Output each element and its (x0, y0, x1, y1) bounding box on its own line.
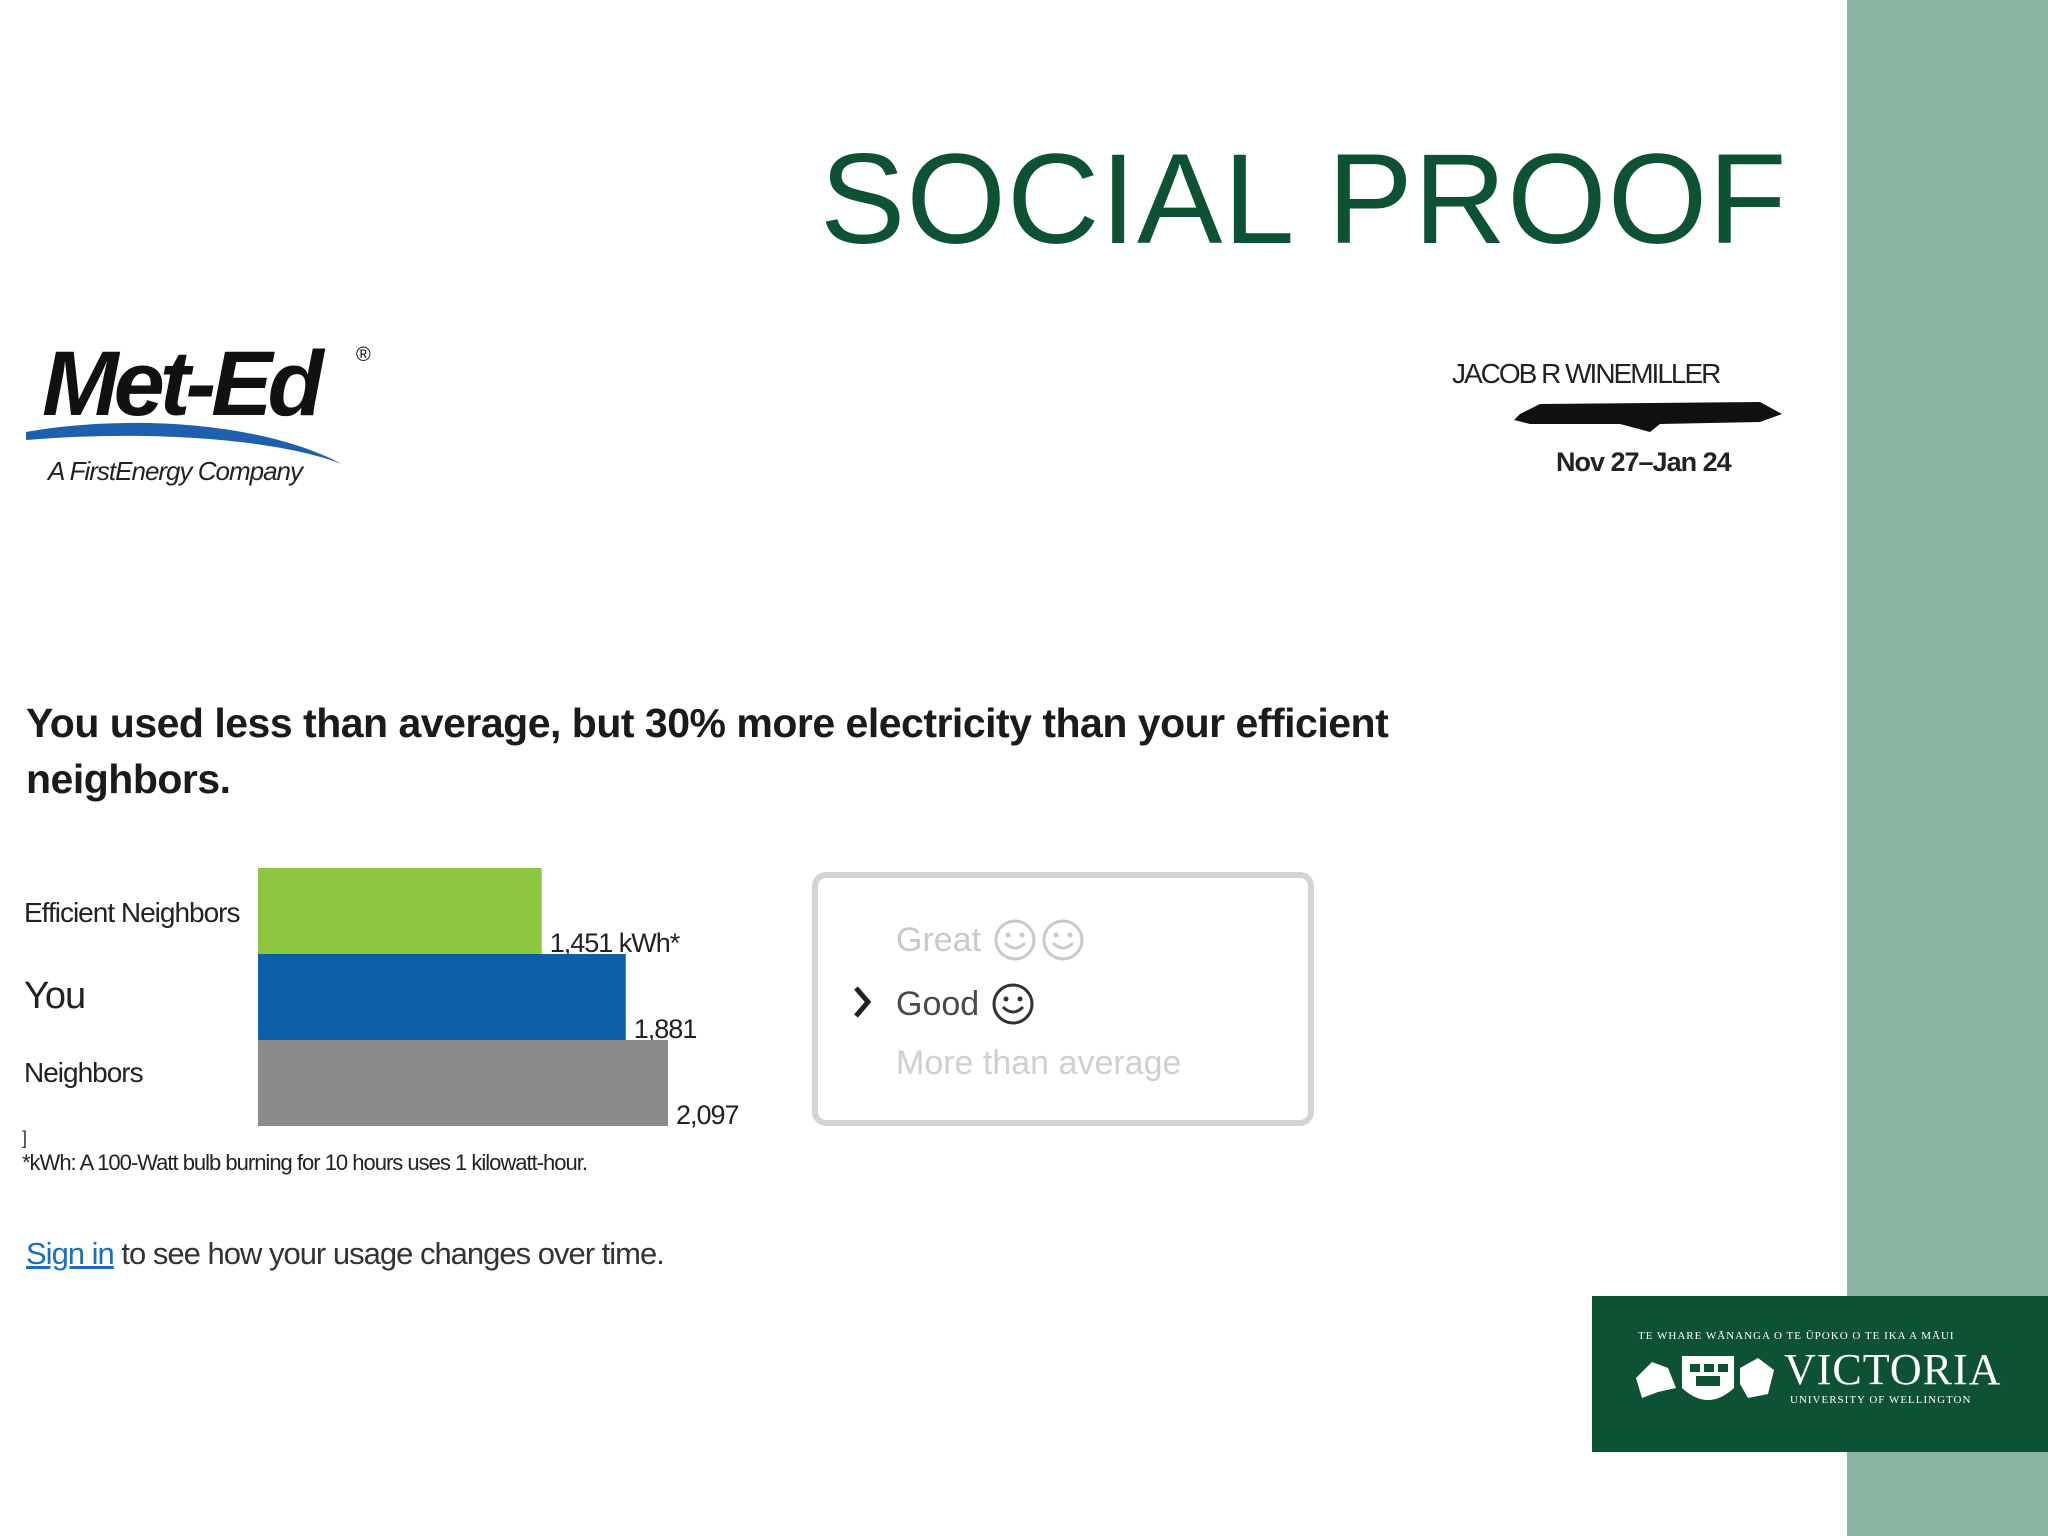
signin-rest-text: to see how your usage changes over time. (113, 1236, 664, 1271)
university-crest-icon (1636, 1356, 1774, 1400)
signin-row: Sign in to see how your usage changes ov… (26, 1236, 665, 1272)
sidebar-accent (1847, 0, 2048, 1536)
kwh-footnote: *kWh: A 100-Watt bulb burning for 10 hou… (22, 1150, 588, 1175)
bar-you (258, 954, 626, 1040)
rating-good-label: Good (896, 984, 980, 1023)
slide-title: SOCIAL PROOF (820, 128, 1788, 271)
bar-neighbors (258, 1040, 668, 1126)
footnote-mark: ] (22, 1128, 28, 1148)
redaction-mark (1514, 402, 1782, 432)
met-ed-logo: Met-Ed (42, 333, 324, 435)
smiley-icon (992, 983, 1034, 1025)
value-label: 2,097 (676, 1100, 739, 1130)
value-label: 1,451 kWh* (550, 928, 681, 958)
rating-more-than-average: More than average (896, 1044, 1182, 1082)
value-label: 1,881 (634, 1014, 697, 1044)
smiley-icon (994, 919, 1036, 961)
category-label: Efficient Neighbors (24, 897, 240, 928)
signin-link[interactable]: Sign in (26, 1236, 115, 1271)
badge-top-line: TE WHARE WĀNANGA O TE ŪPOKO O TE IKA A M… (1638, 1330, 1955, 1342)
badge-name: VICTORIA (1784, 1345, 2002, 1394)
logo-tagline: A FirstEnergy Company (48, 456, 303, 486)
rating-box: Great Good More than average (812, 872, 1314, 1126)
rating-good: Good (896, 982, 1035, 1026)
rating-great-label: Great (896, 920, 982, 959)
customer-name: JACOB R WINEMILLER (1452, 358, 1721, 389)
rating-great: Great (896, 918, 1085, 962)
badge-sub-line: UNIVERSITY OF WELLINGTON (1790, 1394, 1972, 1406)
bar-efficient-neighbors (258, 868, 542, 954)
billing-period: Nov 27–Jan 24 (1556, 447, 1732, 477)
chevron-right-icon (854, 986, 872, 1018)
usage-comparison-chart: Efficient Neighbors 1,451 kWh* You 1,881 Nei… (24, 868, 740, 1130)
category-label: You (24, 975, 85, 1017)
smiley-icon (1042, 919, 1084, 961)
logo-swoosh-icon (26, 422, 342, 464)
victoria-university-badge: TE WHARE WĀNANGA O TE ŪPOKO O TE IKA A M… (1592, 1296, 2048, 1452)
usage-headline: You used less than average, but 30% more… (26, 700, 1389, 802)
category-label: Neighbors (24, 1057, 143, 1088)
logo-registered-mark: ® (356, 344, 371, 366)
